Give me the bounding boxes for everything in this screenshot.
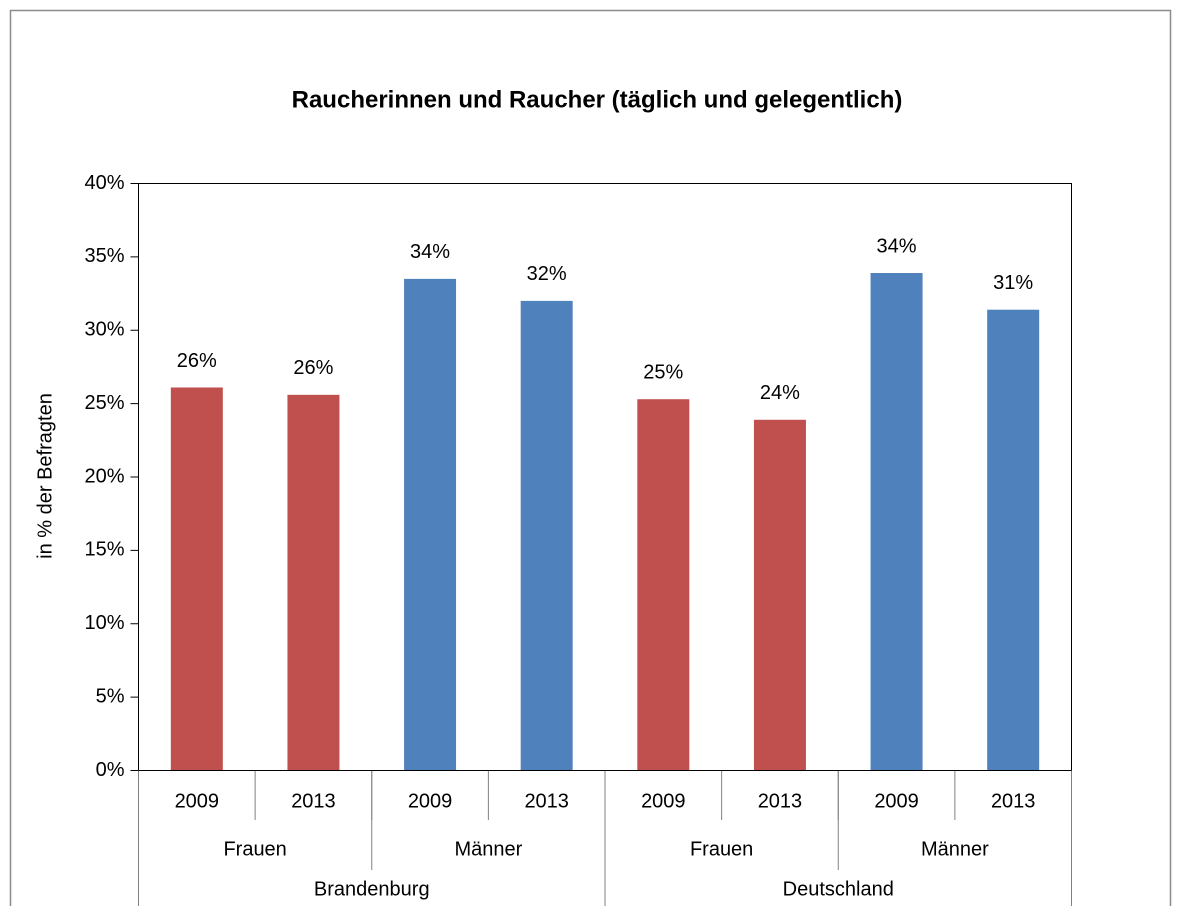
bar (520, 300, 573, 771)
group-label: Frauen (223, 838, 286, 860)
chart-title: Raucherinnen und Raucher (täglich und ge… (292, 86, 903, 113)
value-label: 26% (293, 357, 333, 379)
y-tick-label: 20% (84, 465, 124, 487)
group-label: Männer (454, 838, 522, 860)
value-label: 31% (993, 272, 1033, 294)
y-axis-label: in % der Befragten (34, 393, 56, 559)
value-label: 34% (877, 235, 917, 257)
bar (753, 419, 806, 771)
x-tick-label: 2009 (408, 790, 453, 812)
bar (987, 309, 1040, 771)
x-tick-label: 2009 (641, 790, 686, 812)
y-tick-label: 0% (96, 759, 125, 781)
y-tick-label: 30% (84, 319, 124, 341)
bar (637, 399, 690, 771)
y-tick-label: 15% (84, 539, 124, 561)
bar (287, 394, 340, 771)
y-tick-label: 40% (84, 172, 124, 194)
value-label: 24% (760, 382, 800, 404)
x-tick-label: 2013 (991, 790, 1036, 812)
x-tick-label: 2009 (175, 790, 220, 812)
y-tick-label: 5% (96, 685, 125, 707)
bar (870, 273, 923, 771)
x-tick-label: 2013 (524, 790, 569, 812)
x-tick-label: 2009 (874, 790, 919, 812)
bar (170, 387, 223, 771)
group-label: Brandenburg (314, 878, 430, 900)
value-label: 32% (527, 263, 567, 285)
y-tick-label: 35% (84, 245, 124, 267)
group-label: Frauen (690, 838, 753, 860)
value-label: 26% (177, 350, 217, 372)
value-label: 34% (410, 241, 450, 263)
group-label: Männer (921, 838, 989, 860)
y-tick-label: 25% (84, 392, 124, 414)
bar (404, 278, 457, 771)
value-label: 25% (643, 362, 683, 384)
x-tick-label: 2013 (758, 790, 803, 812)
group-label: Deutschland (783, 878, 894, 900)
y-tick-label: 10% (84, 612, 124, 634)
x-tick-label: 2013 (291, 790, 336, 812)
